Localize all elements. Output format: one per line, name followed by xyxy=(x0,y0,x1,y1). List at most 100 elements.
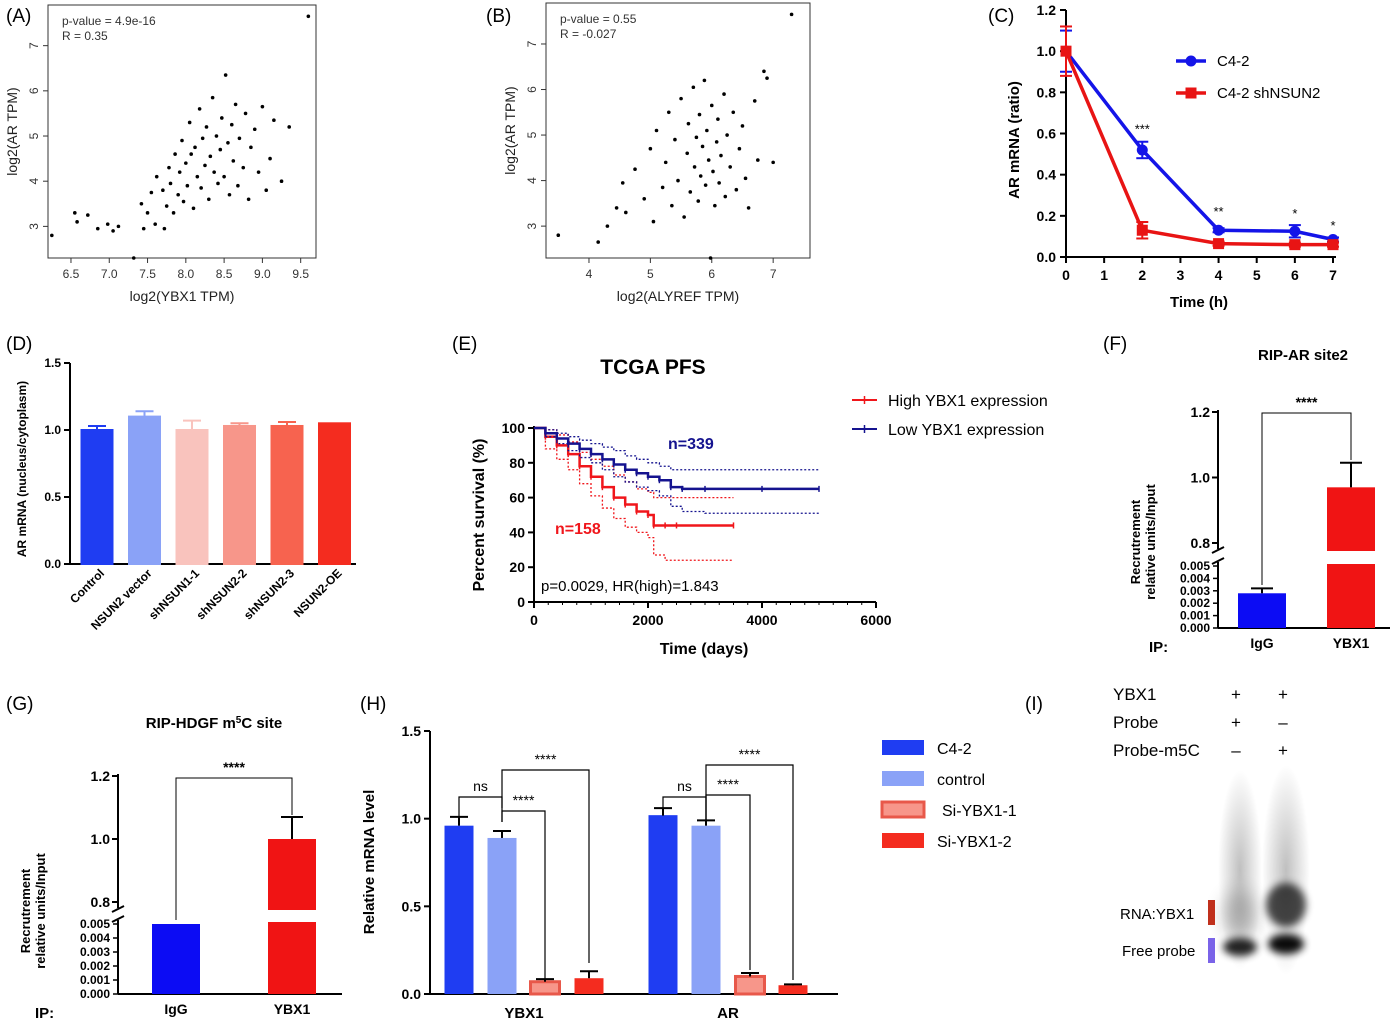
data-point xyxy=(164,204,169,208)
data-point xyxy=(660,185,665,190)
x-tick-label: IgG xyxy=(1250,635,1273,651)
data-point xyxy=(73,211,77,215)
significance-bracket xyxy=(705,764,794,980)
panel-label-h: (H) xyxy=(360,694,386,715)
lane-1-free-probe-band xyxy=(1223,938,1257,956)
y-axis-title: log2(AR TPM) xyxy=(502,86,518,174)
legend-label: C4-2 xyxy=(1217,53,1250,70)
x-tick-label: YBX1 xyxy=(504,1005,543,1022)
x-tick-label: 6 xyxy=(708,267,715,281)
bar xyxy=(152,924,200,994)
y-axis-title: Recrutrement xyxy=(1128,499,1143,584)
complex-marker xyxy=(1208,900,1215,925)
data-point xyxy=(752,99,757,103)
bar xyxy=(223,424,256,566)
data-point xyxy=(1060,45,1072,57)
panel-label: (G) xyxy=(6,694,33,715)
data-point xyxy=(279,179,284,183)
x-tick-label: IgG xyxy=(164,1001,187,1017)
x-tick-label: YBX1 xyxy=(1333,635,1370,651)
n-label: n=339 xyxy=(668,436,714,453)
panel-h-grouped-bar-chart: (H) 0.0 0.5 1.0 1.5 Relative mRNA level YBX1 AR… xyxy=(360,694,1017,1022)
data-point xyxy=(226,140,230,145)
stat-pvalue: p-value = 0.55 xyxy=(560,12,637,26)
data-point xyxy=(717,181,721,185)
axis-break xyxy=(111,905,125,913)
data-point xyxy=(633,167,637,172)
gel-row-label: Probe xyxy=(1113,713,1158,732)
data-point xyxy=(227,192,232,197)
y-tick-label: 1.2 xyxy=(91,768,111,784)
stat-r: R = -0.027 xyxy=(560,27,617,41)
data-point xyxy=(145,211,150,215)
data-point xyxy=(556,233,561,238)
data-point xyxy=(139,201,144,206)
y-tick-label: 40 xyxy=(509,524,525,540)
data-point xyxy=(679,96,683,101)
data-point xyxy=(306,14,311,19)
y-tick-label: 0.2 xyxy=(1037,208,1057,224)
data-point xyxy=(50,233,54,238)
panel-a-scatter: 6.5 7.0 7.5 8.0 8.5 9.0 9.5 3 4 5 6 7 p-value = 4.9e… xyxy=(4,4,317,304)
data-point xyxy=(697,112,702,117)
panel-label-d: (D) xyxy=(6,334,32,355)
bar xyxy=(574,978,604,994)
y-axis-title: Recrutrement xyxy=(18,868,33,953)
data-point xyxy=(256,170,261,174)
y-tick-label: 0.0 xyxy=(1037,249,1057,265)
data-point xyxy=(700,144,705,149)
x-tick-label: 7 xyxy=(1329,267,1337,283)
lane-1-sign: + xyxy=(1231,685,1241,704)
data-point xyxy=(651,219,656,224)
significance-bracket xyxy=(501,769,590,963)
panel-c-line-chart: (C) 0 1 2 3 4 5 6 7 0.0 0.2 0.4 0.6 0.8 1.0 1.2 Time (h)… xyxy=(988,2,1339,311)
x-tick-label: 2 xyxy=(1138,267,1146,283)
x-tick-label: 5 xyxy=(647,267,654,281)
legend-label: Low YBX1 expression xyxy=(888,422,1044,439)
y-axis-title: Relative mRNA level xyxy=(361,790,378,935)
data-point xyxy=(184,161,188,165)
x-tick-label: 4000 xyxy=(746,612,777,628)
significance-bracket xyxy=(1261,412,1352,585)
data-point xyxy=(723,194,728,199)
y-tick-label: 0.5 xyxy=(44,490,61,504)
x-axis-title: Time (days) xyxy=(660,641,749,658)
data-point xyxy=(246,197,251,202)
y-axis-title: relative units/Input xyxy=(33,853,48,969)
bar xyxy=(270,424,304,566)
y-tick-label: 0.002 xyxy=(80,959,110,973)
x-tick-label: 3 xyxy=(1177,267,1185,283)
y-tick-label: 1.5 xyxy=(44,356,61,370)
legend-swatch xyxy=(882,833,924,848)
panel-f-bar-chart: (F)RIP-AR site20.81.01.20.0000.0010.0020… xyxy=(1103,334,1390,656)
y-tick-label: 0.000 xyxy=(80,987,110,1001)
data-point xyxy=(624,210,628,215)
legend-swatch xyxy=(882,740,924,755)
y-tick-label: 0.004 xyxy=(1180,571,1210,585)
data-point xyxy=(682,215,686,219)
bar xyxy=(318,422,351,565)
data-point xyxy=(180,138,184,143)
data-point xyxy=(614,206,619,210)
y-tick-label: 0.003 xyxy=(80,945,110,959)
y-tick-label: 7 xyxy=(525,40,539,47)
data-point xyxy=(207,197,211,202)
lane-2-sign: + xyxy=(1278,685,1288,704)
x-tick-label: 4 xyxy=(1215,267,1223,283)
data-point xyxy=(722,92,726,96)
data-point xyxy=(141,226,146,231)
bar xyxy=(444,825,474,994)
y-tick-label: 0.8 xyxy=(91,894,111,910)
data-point xyxy=(676,178,680,183)
data-point xyxy=(703,183,708,187)
data-point xyxy=(746,206,751,210)
confidence-band xyxy=(534,427,734,499)
data-point xyxy=(200,136,205,141)
x-axis-title: log2(YBX1 TPM) xyxy=(130,288,235,304)
legend-label: C4-2 shNSUN2 xyxy=(1217,85,1320,102)
y-tick-label: 0.003 xyxy=(1180,584,1210,598)
y-tick-label: 0.0 xyxy=(44,557,61,571)
survival-curve xyxy=(534,426,734,527)
data-point xyxy=(756,158,760,162)
data-point xyxy=(208,154,213,159)
